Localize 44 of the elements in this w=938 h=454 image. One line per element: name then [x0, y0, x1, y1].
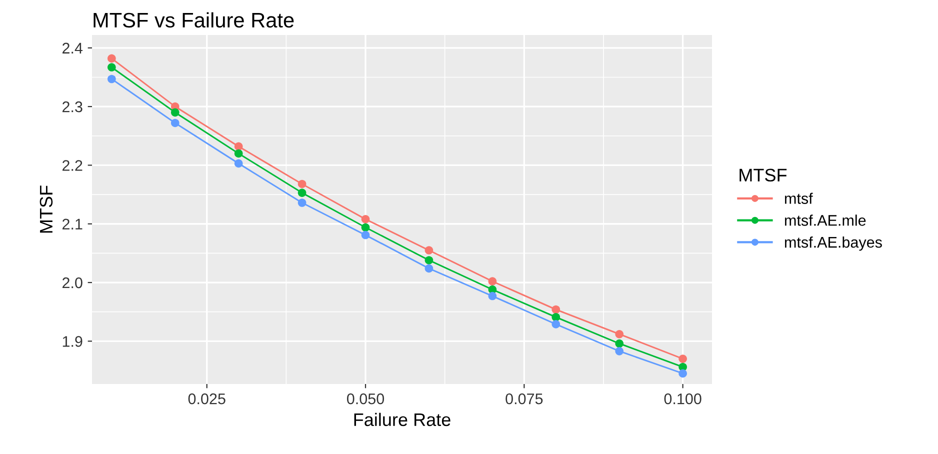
y-tick-label: 2.2: [62, 160, 82, 171]
point: [234, 159, 243, 168]
x-axis-title: Failure Rate: [354, 412, 450, 426]
y-tick-label: 2.1: [62, 218, 82, 230]
point: [361, 215, 370, 224]
point: [234, 142, 243, 151]
point: [424, 246, 434, 254]
point: [108, 74, 116, 84]
point: [615, 339, 624, 348]
point: [234, 149, 243, 158]
point: [552, 320, 560, 328]
point: [552, 305, 560, 314]
point: [488, 277, 497, 286]
y-tick-label: 2.3: [62, 101, 82, 112]
point: [678, 369, 687, 378]
point: [615, 330, 624, 338]
point: [361, 223, 370, 232]
x-tick-label: 0.025: [188, 393, 226, 404]
point: [552, 312, 560, 322]
legend-title: MTSF: [740, 168, 787, 182]
point: [424, 264, 434, 273]
y-tick-label: 2.4: [62, 42, 83, 54]
y-tick-label: 2.0: [62, 277, 82, 288]
y-axis-title: MTSF: [40, 186, 53, 233]
point: [678, 354, 687, 363]
point: [298, 180, 306, 188]
y-tick-label: 1.9: [62, 336, 82, 347]
point: [170, 118, 180, 128]
x-tick-label: 0.050: [346, 393, 384, 404]
point: [298, 198, 306, 207]
chart-title: MTSF vs Failure Rate: [94, 12, 294, 28]
point: [170, 108, 180, 117]
point: [424, 256, 434, 264]
legend-label: mtsf.AE.bayes: [785, 236, 882, 251]
point: [361, 230, 370, 240]
legend-label: mtsf: [785, 192, 813, 204]
point: [488, 292, 497, 300]
point: [108, 63, 116, 72]
x-tick-label: 0.075: [506, 393, 543, 404]
legend-label: mtsf.AE.mle: [785, 214, 866, 226]
point: [108, 54, 116, 63]
point: [298, 188, 306, 197]
point: [615, 346, 624, 356]
x-tick-label: 0.100: [664, 393, 702, 404]
